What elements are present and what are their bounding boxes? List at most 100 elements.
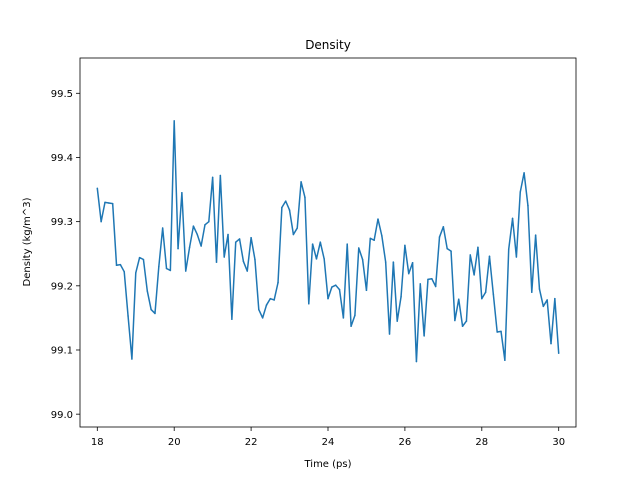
data-point [434,285,437,288]
data-point [196,233,199,236]
data-point [269,297,272,300]
y-tick-label: 99.0 [51,410,73,421]
data-point [200,245,202,247]
data-point [184,270,187,272]
data-point [438,236,441,238]
data-point [450,250,452,252]
data-point [273,299,275,301]
data-point [177,247,179,250]
data-point [281,206,283,209]
data-point [304,196,306,199]
data-point [327,297,329,300]
data-point [238,238,241,240]
data-point [350,325,352,327]
data-point [242,260,245,263]
data-point [427,278,429,281]
data-point [454,319,456,322]
data-point [511,217,514,220]
y-tick-label: 99.3 [51,217,73,228]
data-point [469,254,472,256]
x-tick-label: 18 [91,437,104,448]
data-point [358,247,360,249]
data-point [423,335,425,337]
data-point [142,258,145,261]
data-point [411,261,414,264]
data-point [373,239,375,241]
data-point [557,352,560,354]
data-point [415,360,418,363]
y-tick-label: 99.4 [51,153,73,164]
y-tick-label: 99.5 [51,89,73,100]
data-point [465,320,468,322]
data-point [527,204,529,207]
data-point [319,241,322,243]
data-point [161,227,164,229]
x-axis-ticks: 18 20 22 24 26 28 30 [91,427,565,448]
data-point [127,315,129,317]
x-tick-label: 28 [475,437,488,448]
data-point [515,256,518,258]
data-point [396,320,398,322]
data-point [234,241,237,243]
data-point [300,181,302,183]
x-tick-label: 22 [245,437,258,448]
data-point [135,272,137,274]
data-point [265,304,268,306]
data-point [488,255,491,258]
data-point [108,202,110,204]
data-point [131,358,133,360]
data-point [500,330,502,333]
data-point [419,283,422,285]
data-point [354,314,356,317]
data-point [407,272,410,275]
data-point [231,318,233,320]
data-point [250,236,252,239]
y-tick-label: 99.2 [51,281,73,292]
data-point [334,284,337,286]
data-point [342,317,345,319]
data-point [361,258,364,261]
data-point [119,263,122,266]
data-point [104,201,106,204]
data-point [457,298,460,301]
data-point [284,200,287,202]
data-point [377,218,379,220]
data-point [208,220,210,223]
data-point [534,234,537,236]
y-tick-label: 99.1 [51,346,73,357]
data-point [261,317,264,319]
data-point [473,274,475,276]
data-point [246,270,249,272]
data-point [404,244,406,247]
data-point [538,288,541,290]
data-point [384,261,387,263]
data-point [323,258,325,260]
data-point [461,325,464,327]
data-point [311,243,314,245]
data-point [173,120,175,122]
data-point [315,258,318,260]
plot-frame [79,57,577,428]
data-point [254,258,256,261]
data-point [381,235,383,237]
x-tick-label: 20 [168,437,181,448]
data-point [446,247,448,250]
x-tick-label: 24 [322,437,335,448]
y-axis-label: Density (kg/m^3) [22,197,33,286]
data-point [365,289,368,292]
data-point [504,359,506,362]
x-tick-label: 30 [552,437,565,448]
data-point [192,225,195,227]
y-axis-ticks: 99.0 99.1 99.2 99.3 99.4 99.5 [51,89,80,421]
chart-title: Density [305,38,351,52]
data-point [523,172,525,174]
data-point [169,269,172,272]
data-point [288,209,291,211]
data-point [215,261,218,263]
data-point [296,227,298,229]
data-point [331,286,333,288]
data-point [115,264,118,267]
data-point [181,192,183,194]
data-point [477,246,479,249]
data-point [150,308,152,311]
